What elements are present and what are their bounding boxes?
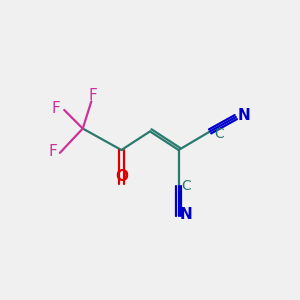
Text: F: F bbox=[88, 88, 97, 103]
Text: N: N bbox=[238, 108, 250, 123]
Text: C: C bbox=[181, 179, 190, 193]
Text: N: N bbox=[179, 207, 192, 222]
Text: F: F bbox=[52, 101, 61, 116]
Text: F: F bbox=[48, 144, 57, 159]
Text: O: O bbox=[115, 169, 128, 184]
Text: C: C bbox=[214, 127, 224, 141]
